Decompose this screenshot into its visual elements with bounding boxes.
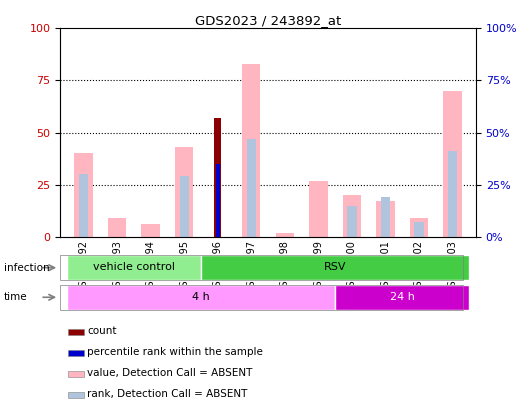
Text: RSV: RSV (324, 262, 346, 272)
Bar (179, 177, 189, 237)
Bar (410, 218, 428, 237)
Bar (69, 350, 85, 356)
Text: infection: infection (4, 263, 50, 273)
Text: rank, Detection Call = ABSENT: rank, Detection Call = ABSENT (87, 389, 248, 399)
Text: vehicle control: vehicle control (93, 262, 175, 272)
Bar (448, 151, 457, 237)
Text: 4 h: 4 h (192, 292, 210, 302)
Bar (67, 285, 335, 310)
Bar (141, 224, 160, 237)
Bar (175, 147, 194, 237)
Title: GDS2023 / 243892_at: GDS2023 / 243892_at (195, 14, 341, 27)
Text: percentile rank within the sample: percentile rank within the sample (87, 347, 263, 357)
Bar (214, 118, 221, 237)
Text: time: time (4, 292, 28, 302)
Bar (215, 164, 220, 237)
Bar (74, 153, 93, 237)
Bar (69, 392, 85, 398)
Bar (381, 197, 390, 237)
Bar (347, 206, 357, 237)
Text: count: count (87, 326, 117, 336)
Bar (79, 175, 88, 237)
Bar (414, 222, 424, 237)
Bar (443, 91, 462, 237)
Bar (343, 195, 361, 237)
Bar (201, 255, 469, 280)
Text: 24 h: 24 h (390, 292, 415, 302)
Bar (376, 201, 395, 237)
Bar (242, 64, 260, 237)
Text: value, Detection Call = ABSENT: value, Detection Call = ABSENT (87, 368, 253, 378)
Bar (246, 139, 256, 237)
Bar (69, 329, 85, 335)
Bar (335, 285, 469, 310)
Bar (309, 181, 327, 237)
Bar (108, 218, 127, 237)
Bar (67, 255, 201, 280)
Bar (276, 233, 294, 237)
Bar (69, 371, 85, 377)
